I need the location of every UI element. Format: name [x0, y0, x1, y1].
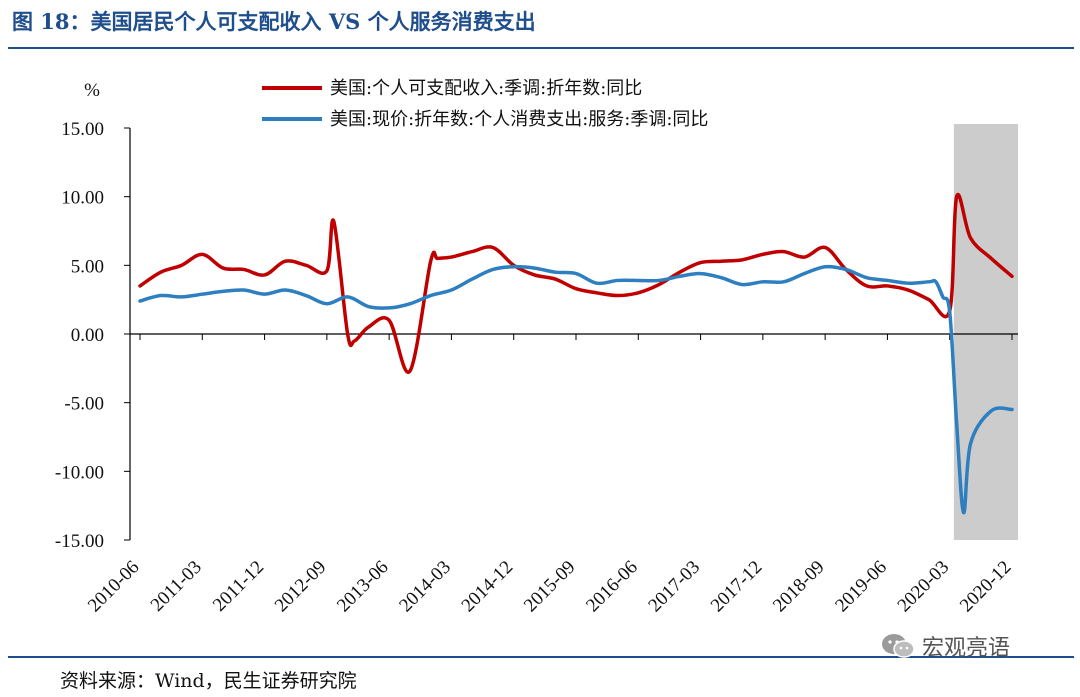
- x-tick-label: 2014-03: [395, 557, 455, 617]
- footer-rule: [8, 656, 1074, 658]
- x-tick-label: 2016-06: [582, 557, 642, 617]
- x-tick-label: 2014-12: [458, 557, 518, 617]
- y-axis-label: %: [84, 80, 100, 101]
- y-tick-label: 5.00: [71, 256, 104, 277]
- legend-label: 美国:个人可支配收入:季调:折年数:同比: [330, 78, 642, 99]
- shaded-region: [953, 124, 1018, 540]
- x-tick-label: 2012-09: [271, 557, 331, 617]
- x-tick-label: 2020-12: [956, 557, 1016, 617]
- x-tick-label: 2011-12: [209, 557, 268, 616]
- x-tick-label: 2017-03: [644, 557, 704, 617]
- x-tick-label: 2015-09: [520, 557, 580, 617]
- x-tick-label: 2013-06: [333, 557, 393, 617]
- title-rule: [8, 47, 1074, 49]
- y-tick-label: -10.00: [55, 462, 104, 483]
- legend-label: 美国:现价:折年数:个人消费支出:服务:季调:同比: [330, 109, 708, 130]
- legend: 美国:个人可支配收入:季调:折年数:同比美国:现价:折年数:个人消费支出:服务:…: [262, 78, 708, 130]
- services-line: [138, 264, 1014, 515]
- y-tick-label: -5.00: [64, 394, 104, 415]
- x-tick-label: 2017-12: [707, 557, 767, 617]
- y-tick-label: 15.00: [61, 119, 104, 140]
- x-tick-label: 2020-03: [894, 557, 954, 617]
- x-tick-label: 2019-06: [831, 557, 891, 617]
- x-tick-label: 2011-03: [147, 557, 206, 616]
- source-note: 资料来源：Wind，民生证券研究院: [60, 670, 357, 692]
- x-tick-label: 2018-09: [769, 557, 829, 617]
- y-tick-label: 10.00: [61, 188, 104, 209]
- figure-title: 图 18：美国居民个人可支配收入 VS 个人服务消费支出: [12, 9, 536, 34]
- axes-layer: 15.00 10.00 5.00 0.00 -5.00 -10.00 -15.00 2010-…: [55, 119, 1018, 616]
- line-chart: 15.00 10.00 5.00 0.00 -5.00 -10.00 -15.00 2010-…: [55, 78, 1018, 616]
- wechat-icon: [882, 634, 915, 658]
- y-tick-label: 0.00: [71, 325, 104, 346]
- x-tick-label: 2010-06: [84, 557, 144, 617]
- shaded-region-layer: [953, 124, 1018, 540]
- y-tick-label: -15.00: [55, 531, 104, 552]
- watermark-text: 宏观亮语: [922, 636, 1011, 661]
- series-layer: [138, 192, 1014, 515]
- watermark: 宏观亮语: [880, 630, 1010, 662]
- income-line: [138, 192, 1014, 374]
